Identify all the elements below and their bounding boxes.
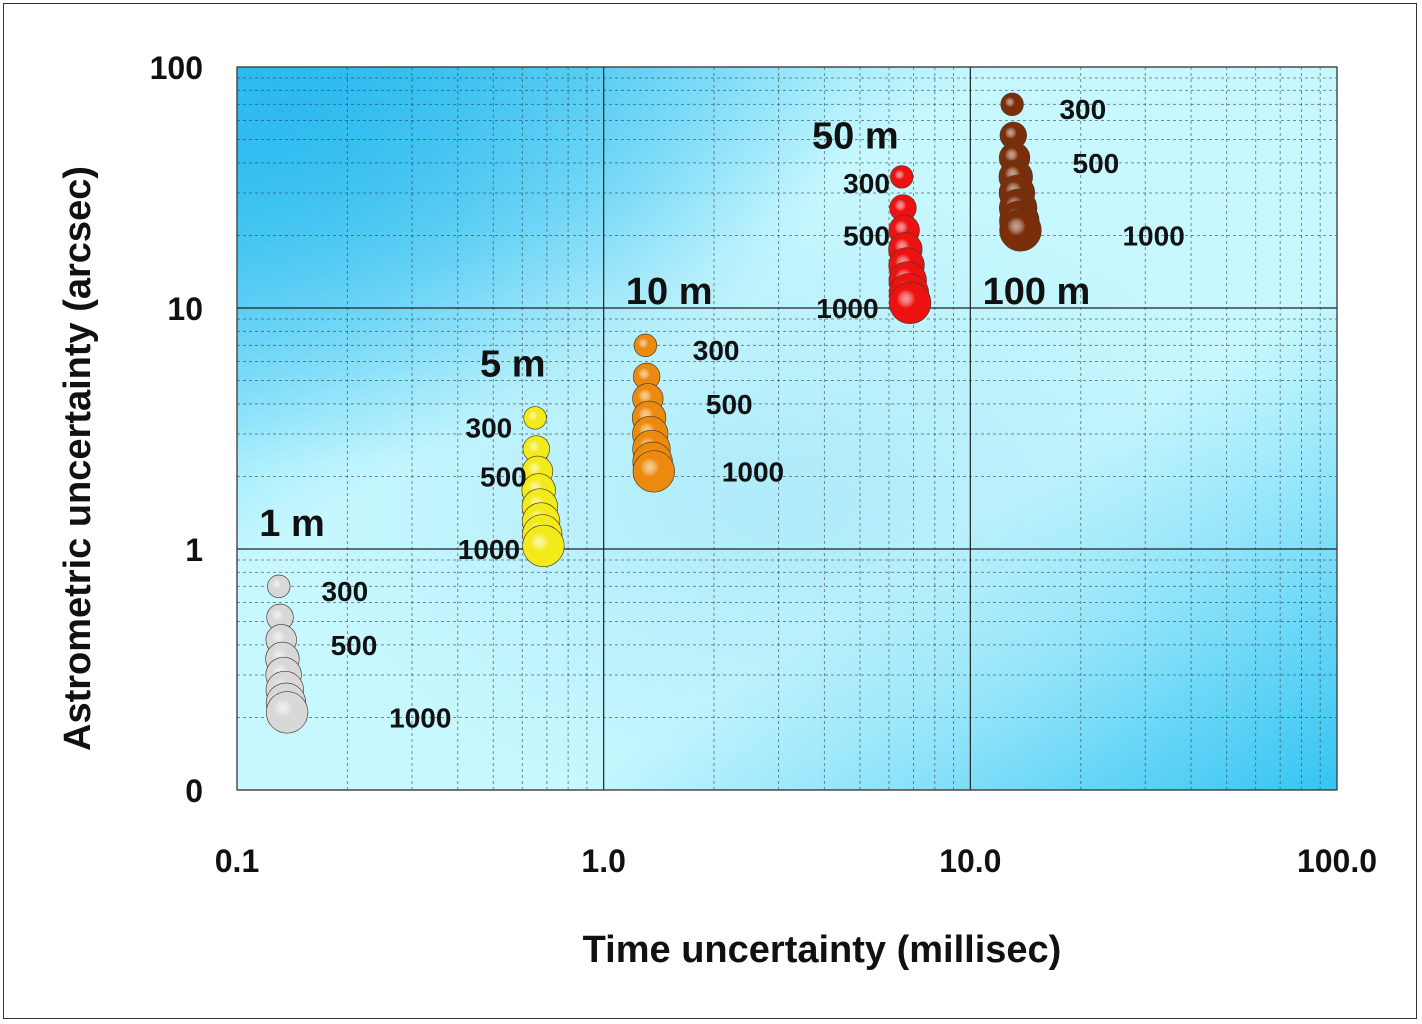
- bubble-highlight: [522, 525, 564, 567]
- x-tick-label: 0.1: [215, 843, 259, 879]
- plot-area: [237, 67, 1337, 790]
- series-5-m: [521, 406, 565, 568]
- bubble-size-label: 500: [843, 220, 890, 251]
- bubble-highlight: [889, 194, 916, 221]
- bubble-highlight: [524, 406, 547, 429]
- series-label: 10 m: [626, 271, 713, 313]
- bubble-size-label: 1000: [722, 456, 784, 487]
- bubble-highlight: [634, 334, 657, 357]
- series-1-m: [265, 574, 309, 734]
- bubble-size-label: 1000: [389, 702, 451, 733]
- bubble-highlight: [266, 691, 308, 733]
- series-10-m: [631, 333, 675, 493]
- bubble-highlight: [1001, 93, 1024, 116]
- x-axis-label: Time uncertainty (millisec): [583, 929, 1062, 971]
- series-label: 100 m: [983, 271, 1091, 313]
- bubble-size-label: 500: [1073, 148, 1120, 179]
- bubble-size-label: 300: [843, 168, 890, 199]
- bubble-size-label: 300: [1059, 94, 1106, 125]
- bubble-highlight: [1000, 122, 1027, 149]
- bubble-size-label: 500: [706, 389, 753, 420]
- grid-lines: [236, 66, 1338, 791]
- axes: 0.1 1.0 10.0 100.0 0 1 10 100 Time uncertainty (…: [57, 50, 1377, 971]
- plot-background-center: [237, 67, 1337, 790]
- bubble-size-label: 300: [466, 412, 513, 443]
- y-tick-label: 1: [185, 532, 203, 568]
- plot-border: [236, 66, 1338, 791]
- bubble-highlight: [890, 165, 913, 188]
- series-label: 1 m: [259, 503, 324, 545]
- bubble-size-label: 500: [480, 461, 527, 492]
- bubble-highlight: [999, 209, 1041, 251]
- y-tick-label: 100: [150, 50, 203, 86]
- bubble-highlight: [267, 575, 290, 598]
- bubble-highlight: [633, 450, 675, 492]
- y-tick-label: 0: [185, 773, 203, 809]
- x-tick-label: 10.0: [939, 843, 1001, 879]
- series-label: 50 m: [812, 115, 899, 157]
- bubbles: [265, 92, 1042, 734]
- bubble-size-label: 300: [693, 335, 740, 366]
- series-100-m: [998, 92, 1042, 252]
- x-tick-label: 100.0: [1297, 843, 1377, 879]
- y-tick-label: 10: [167, 291, 203, 327]
- series-50-m: [888, 165, 932, 325]
- y-axis-label: Astrometric uncertainty (arcsec): [57, 166, 99, 751]
- series-label: 5 m: [480, 343, 545, 385]
- bubble-highlight: [633, 363, 660, 390]
- x-tick-label: 1.0: [581, 843, 625, 879]
- bubble-size-label: 1000: [1122, 220, 1184, 251]
- bubble-size-label: 500: [331, 630, 378, 661]
- bubble-highlight: [266, 604, 293, 631]
- bubble-size-label: 1000: [816, 293, 878, 324]
- labels: 1 m 300 500 1000 5 m 300 500 1000 10 m 300 500 1000…: [259, 94, 1185, 734]
- bubble-highlight: [523, 435, 550, 462]
- bubble-size-label: 1000: [458, 534, 520, 565]
- bubble-highlight: [889, 282, 931, 324]
- bubble-size-label: 300: [321, 576, 368, 607]
- chart-frame: [3, 3, 1417, 1019]
